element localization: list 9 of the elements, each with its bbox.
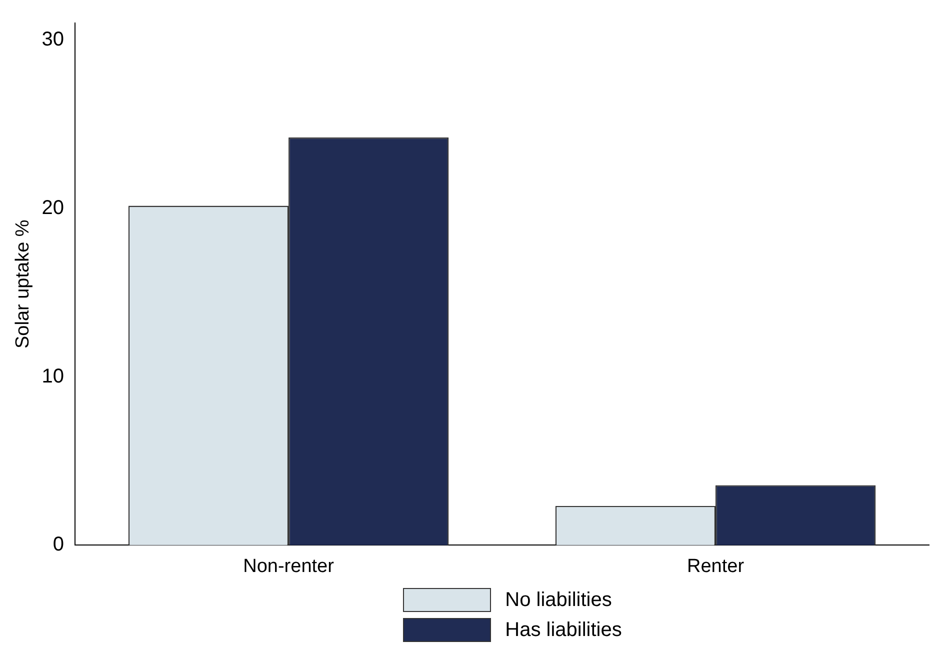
x-tick-label: Renter — [686, 556, 745, 577]
y-tick-label: 10 — [42, 365, 64, 388]
legend-label: No liabilities — [505, 588, 612, 612]
y-axis-title: Solar uptake % — [12, 220, 34, 349]
y-tick-label: 0 — [52, 534, 64, 556]
legend-label: Has liabilities — [505, 618, 622, 642]
y-tick-label: 20 — [42, 196, 64, 219]
x-tick-label: Non-renter — [243, 556, 335, 577]
y-tick-label: 30 — [42, 28, 64, 50]
